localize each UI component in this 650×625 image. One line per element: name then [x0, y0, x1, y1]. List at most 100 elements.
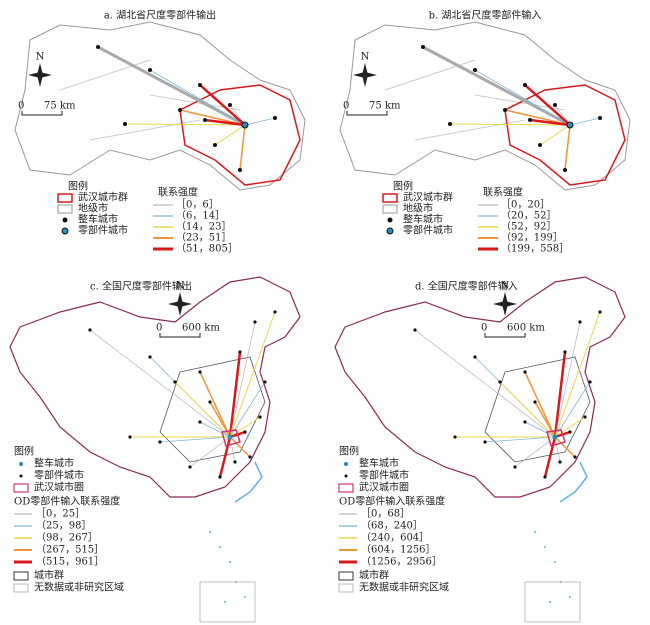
wuhan-circle [546, 429, 566, 447]
city [598, 116, 602, 120]
city [543, 475, 547, 479]
city [573, 455, 577, 459]
city [558, 460, 562, 464]
scale-label: 75 km [44, 101, 76, 112]
flow-line [529, 118, 571, 127]
legend-label: 城市群 [359, 569, 389, 582]
flow-line [174, 381, 231, 438]
legend-label: （68，240］ [361, 520, 423, 532]
legend-label: （25，98］ [36, 520, 91, 532]
city [553, 103, 557, 107]
region [159, 356, 266, 463]
wuhan-circle [221, 429, 241, 447]
city [473, 68, 477, 72]
flow-line [474, 69, 571, 126]
legend-label: （52，92］ [501, 221, 556, 233]
flow-line [553, 351, 567, 438]
island [244, 596, 246, 598]
legend-title: 图例 [339, 445, 359, 458]
flow-line [229, 436, 251, 458]
hub-city [241, 121, 249, 129]
city [273, 310, 277, 314]
city [218, 475, 222, 479]
city [238, 350, 242, 354]
north-arrow [493, 301, 517, 307]
coast [559, 461, 588, 503]
flow-line [524, 421, 556, 438]
north-label: N [36, 52, 45, 63]
flow-line [499, 381, 556, 438]
flow-line [199, 421, 231, 438]
flow-line [229, 321, 256, 438]
city [123, 122, 127, 126]
flow-line [159, 436, 231, 443]
city [448, 122, 452, 126]
flow-line [228, 351, 242, 438]
city [583, 415, 587, 419]
city [413, 328, 417, 332]
city [208, 400, 212, 404]
city [483, 440, 487, 444]
city [148, 68, 152, 72]
scale-bar [159, 333, 201, 338]
island [554, 561, 556, 563]
flow-line [214, 124, 246, 146]
legend-swatch [386, 227, 394, 235]
legend-label: 整车城市 [78, 213, 118, 226]
city [263, 380, 267, 384]
scale-bar [346, 111, 388, 116]
city [503, 108, 507, 112]
flow-line [564, 124, 571, 171]
legend-title: OD零部件输入联系强度 [14, 495, 120, 508]
flow-line [89, 329, 231, 438]
north-arrow [353, 72, 377, 78]
city [533, 400, 537, 404]
legend-label: 地级市 [403, 202, 433, 215]
flow-line [229, 311, 276, 438]
flow-line [229, 381, 266, 438]
city [88, 328, 92, 332]
north-arrow [28, 72, 52, 78]
city [243, 430, 247, 434]
island [544, 546, 546, 548]
city [578, 320, 582, 324]
legend-label: 零部件城市 [34, 469, 84, 482]
city [453, 435, 457, 439]
city [523, 370, 527, 374]
city [563, 168, 567, 172]
legend-label: 无数据或非研究区域 [359, 581, 449, 594]
island [569, 596, 571, 598]
city [473, 355, 477, 359]
inset-frame [524, 581, 581, 623]
city [273, 116, 277, 120]
legend-label: （604，1256］ [361, 544, 436, 556]
legend-title: 图例 [14, 445, 34, 458]
legend-label: 无数据或非研究区域 [34, 581, 124, 594]
legend-swatch [13, 483, 29, 493]
flow-line [414, 329, 556, 438]
legend-label: （199，558］ [501, 243, 569, 255]
city [228, 103, 232, 107]
flow-line [149, 69, 246, 126]
legend-swatch [61, 227, 69, 235]
legend-label: （6，14］ [176, 210, 225, 222]
legend-label: 零部件城市 [359, 469, 409, 482]
panel-title: b. 湖北省尺度零部件输入 [429, 9, 542, 22]
legend-label: （1256，2956］ [361, 556, 442, 568]
legend-swatch [19, 462, 23, 466]
legend-label: ［0，6］ [176, 199, 219, 211]
region [484, 356, 591, 463]
legend-label: 整车城市 [403, 213, 443, 226]
flow-line [244, 117, 276, 126]
city [213, 143, 217, 147]
hub-city [566, 121, 574, 129]
legend-label: 武汉城市群 [403, 191, 453, 204]
legend-swatch [382, 204, 398, 214]
legend-title: 联系强度 [483, 186, 523, 199]
legend-label: ［0，68］ [361, 508, 410, 520]
wuhan-cluster [504, 84, 626, 186]
city [421, 45, 425, 49]
legend-label: 武汉城市圈 [359, 481, 409, 494]
